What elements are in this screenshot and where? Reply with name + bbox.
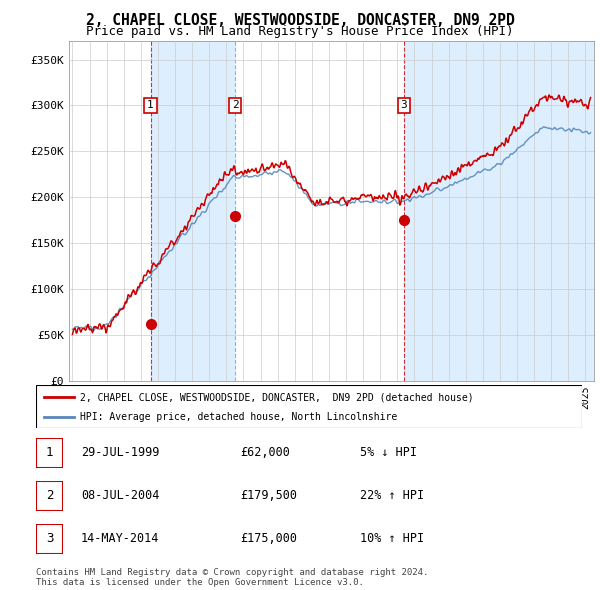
Text: 3: 3 [46, 532, 53, 546]
Text: £179,500: £179,500 [240, 489, 297, 503]
Text: 29-JUL-1999: 29-JUL-1999 [81, 446, 160, 460]
Text: £62,000: £62,000 [240, 446, 290, 460]
Text: 14-MAY-2014: 14-MAY-2014 [81, 532, 160, 546]
Text: 5% ↓ HPI: 5% ↓ HPI [360, 446, 417, 460]
Text: 10% ↑ HPI: 10% ↑ HPI [360, 532, 424, 546]
Text: 3: 3 [400, 100, 407, 110]
Text: 2: 2 [46, 489, 53, 503]
Text: 2, CHAPEL CLOSE, WESTWOODSIDE, DONCASTER,  DN9 2PD (detached house): 2, CHAPEL CLOSE, WESTWOODSIDE, DONCASTER… [80, 392, 473, 402]
Text: 08-JUL-2004: 08-JUL-2004 [81, 489, 160, 503]
Text: HPI: Average price, detached house, North Lincolnshire: HPI: Average price, detached house, Nort… [80, 412, 397, 422]
Text: 2, CHAPEL CLOSE, WESTWOODSIDE, DONCASTER, DN9 2PD: 2, CHAPEL CLOSE, WESTWOODSIDE, DONCASTER… [86, 13, 514, 28]
Text: 22% ↑ HPI: 22% ↑ HPI [360, 489, 424, 503]
Text: 2: 2 [232, 100, 239, 110]
Text: Contains HM Land Registry data © Crown copyright and database right 2024.
This d: Contains HM Land Registry data © Crown c… [36, 568, 428, 587]
Bar [151, 41, 235, 381]
Text: Price paid vs. HM Land Registry's House Price Index (HPI): Price paid vs. HM Land Registry's House … [86, 25, 514, 38]
Text: 1: 1 [46, 446, 53, 460]
Text: £175,000: £175,000 [240, 532, 297, 546]
Bar [404, 41, 594, 381]
Text: 1: 1 [147, 100, 154, 110]
